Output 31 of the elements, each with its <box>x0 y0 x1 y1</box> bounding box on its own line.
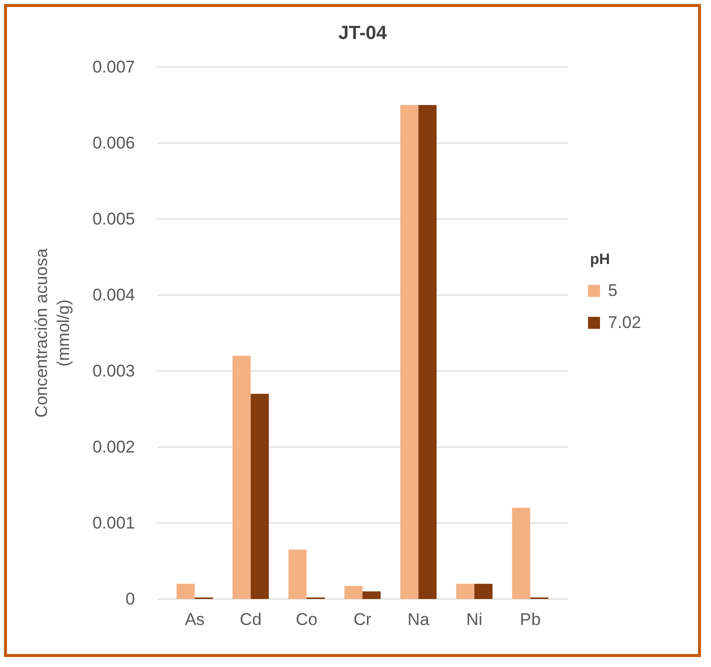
bar <box>474 584 493 599</box>
y-tick-label: 0.005 <box>92 209 135 228</box>
bar <box>250 394 269 599</box>
bar <box>362 591 381 599</box>
y-tick-label: 0.006 <box>92 133 135 152</box>
bar <box>456 584 474 599</box>
y-axis-title: Concentración acuosa (mmol/g) <box>32 248 73 418</box>
legend-label: 5 <box>608 280 618 300</box>
legend-label: 7.02 <box>608 312 642 332</box>
x-tick-label: As <box>184 610 205 630</box>
y-tick-label: 0.001 <box>92 513 135 532</box>
x-tick-label: Pb <box>520 610 541 630</box>
bar <box>288 550 307 599</box>
y-tick-label: 0.004 <box>92 285 135 304</box>
chart-title: JT-04 <box>338 23 388 44</box>
legend-title: pH <box>590 250 610 268</box>
bar <box>512 508 530 599</box>
y-tick-label: 0 <box>126 589 135 608</box>
x-tick-label: Na <box>408 610 430 630</box>
bar <box>400 105 418 599</box>
y-tick-label: 0.007 <box>92 57 135 76</box>
bar <box>418 105 437 599</box>
x-tick-label: Cd <box>240 610 262 630</box>
bar <box>232 356 251 599</box>
x-tick-label: Co <box>296 610 318 630</box>
bar <box>344 586 362 599</box>
y-tick-label: 0.002 <box>92 437 135 456</box>
x-tick-label: Ni <box>466 610 482 630</box>
bar <box>176 584 195 599</box>
x-tick-label: Cr <box>354 610 372 630</box>
y-tick-label: 0.003 <box>92 361 135 380</box>
